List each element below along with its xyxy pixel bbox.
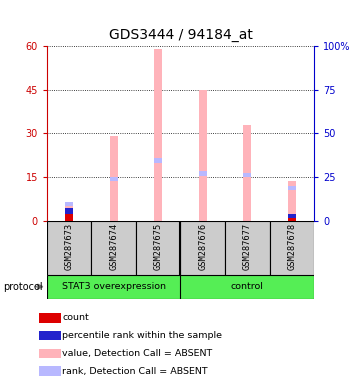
Bar [65, 214, 73, 221]
Bar [39, 366, 61, 376]
Bar [154, 49, 162, 221]
Text: protocol: protocol [4, 282, 43, 292]
Text: GSM287674: GSM287674 [109, 222, 118, 270]
Text: percentile rank within the sample: percentile rank within the sample [62, 331, 222, 340]
Text: GSM287676: GSM287676 [198, 222, 207, 270]
Bar [180, 275, 314, 299]
Bar [39, 349, 61, 358]
Text: GSM287673: GSM287673 [65, 222, 74, 270]
Bar [65, 202, 73, 221]
Bar [288, 218, 296, 221]
Bar [39, 331, 61, 341]
Text: GSM287677: GSM287677 [243, 222, 252, 270]
Text: count: count [62, 313, 89, 323]
Bar [225, 221, 270, 275]
Bar [288, 214, 296, 218]
Bar [39, 313, 61, 323]
Text: rank, Detection Call = ABSENT: rank, Detection Call = ABSENT [62, 367, 208, 376]
Text: value, Detection Call = ABSENT: value, Detection Call = ABSENT [62, 349, 212, 358]
Text: control: control [231, 282, 264, 291]
Bar [243, 173, 251, 177]
Bar [65, 208, 73, 214]
Bar [199, 171, 207, 175]
Text: STAT3 overexpression: STAT3 overexpression [62, 282, 166, 291]
Bar [65, 202, 73, 206]
Bar [270, 221, 314, 275]
Bar [47, 221, 91, 275]
Bar [243, 125, 251, 221]
Bar [47, 275, 180, 299]
Title: GDS3444 / 94184_at: GDS3444 / 94184_at [109, 28, 252, 42]
Bar [288, 186, 296, 190]
Bar [288, 182, 296, 221]
Bar [180, 221, 225, 275]
Text: GSM287675: GSM287675 [154, 222, 163, 270]
Bar [154, 158, 162, 162]
Bar [110, 136, 118, 221]
Bar [110, 177, 118, 182]
Text: GSM287678: GSM287678 [287, 222, 296, 270]
Bar [136, 221, 180, 275]
Bar [199, 90, 207, 221]
Bar [91, 221, 136, 275]
